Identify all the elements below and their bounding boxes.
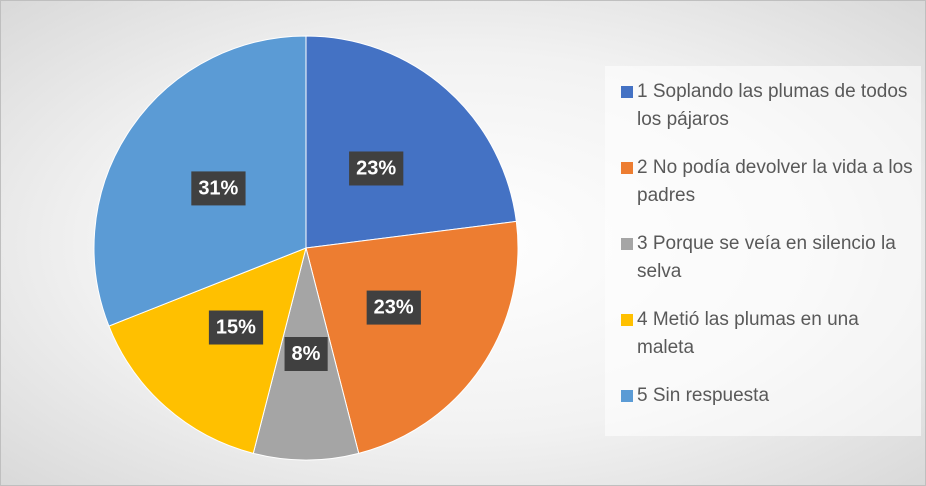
pie-slice <box>305 35 517 249</box>
legend-item: 1 Soplando las plumas de todos los pájar… <box>621 78 913 134</box>
data-label: 23% <box>349 151 404 186</box>
data-label-text: 23% <box>356 157 396 179</box>
legend-label: 5 Sin respuesta <box>637 385 770 406</box>
legend-item: 5 Sin respuesta <box>621 382 913 410</box>
data-label: 15% <box>208 310 264 345</box>
data-label-text: 8% <box>292 343 321 365</box>
legend-item: 2 No podía devolver la vida a los padres <box>621 154 913 210</box>
legend-swatch <box>621 238 633 250</box>
legend-item: 4 Metió las plumas en una maleta <box>621 306 913 362</box>
legend-label: 2 No podía devolver la vida a los padres <box>637 157 913 206</box>
pie-slice <box>305 220 519 454</box>
data-label-text: 31% <box>198 177 238 199</box>
data-label: 31% <box>191 171 246 206</box>
pie-slice <box>108 247 307 454</box>
legend-item: 3 Porque se veía en silencio la selva <box>621 230 913 286</box>
data-label: 8% <box>284 337 328 371</box>
legend-label: 1 Soplando las plumas de todos los pájar… <box>637 81 908 130</box>
legend-swatch <box>621 86 633 98</box>
legend-swatch <box>621 162 633 174</box>
data-label-text: 23% <box>374 297 414 319</box>
data-label: 23% <box>366 290 421 325</box>
legend-swatch <box>621 390 633 402</box>
legend-label: 4 Metió las plumas en una maleta <box>637 309 859 358</box>
data-label-text: 15% <box>216 317 256 339</box>
legend-swatch <box>621 314 633 326</box>
data-label-box <box>366 290 421 325</box>
data-label-box <box>208 310 264 345</box>
data-label-box <box>191 171 246 206</box>
data-label-box <box>284 337 328 371</box>
legend: 1 Soplando las plumas de todos los pájar… <box>605 66 921 436</box>
legend-label: 3 Porque se veía en silencio la selva <box>637 233 896 282</box>
data-label-box <box>349 151 404 186</box>
